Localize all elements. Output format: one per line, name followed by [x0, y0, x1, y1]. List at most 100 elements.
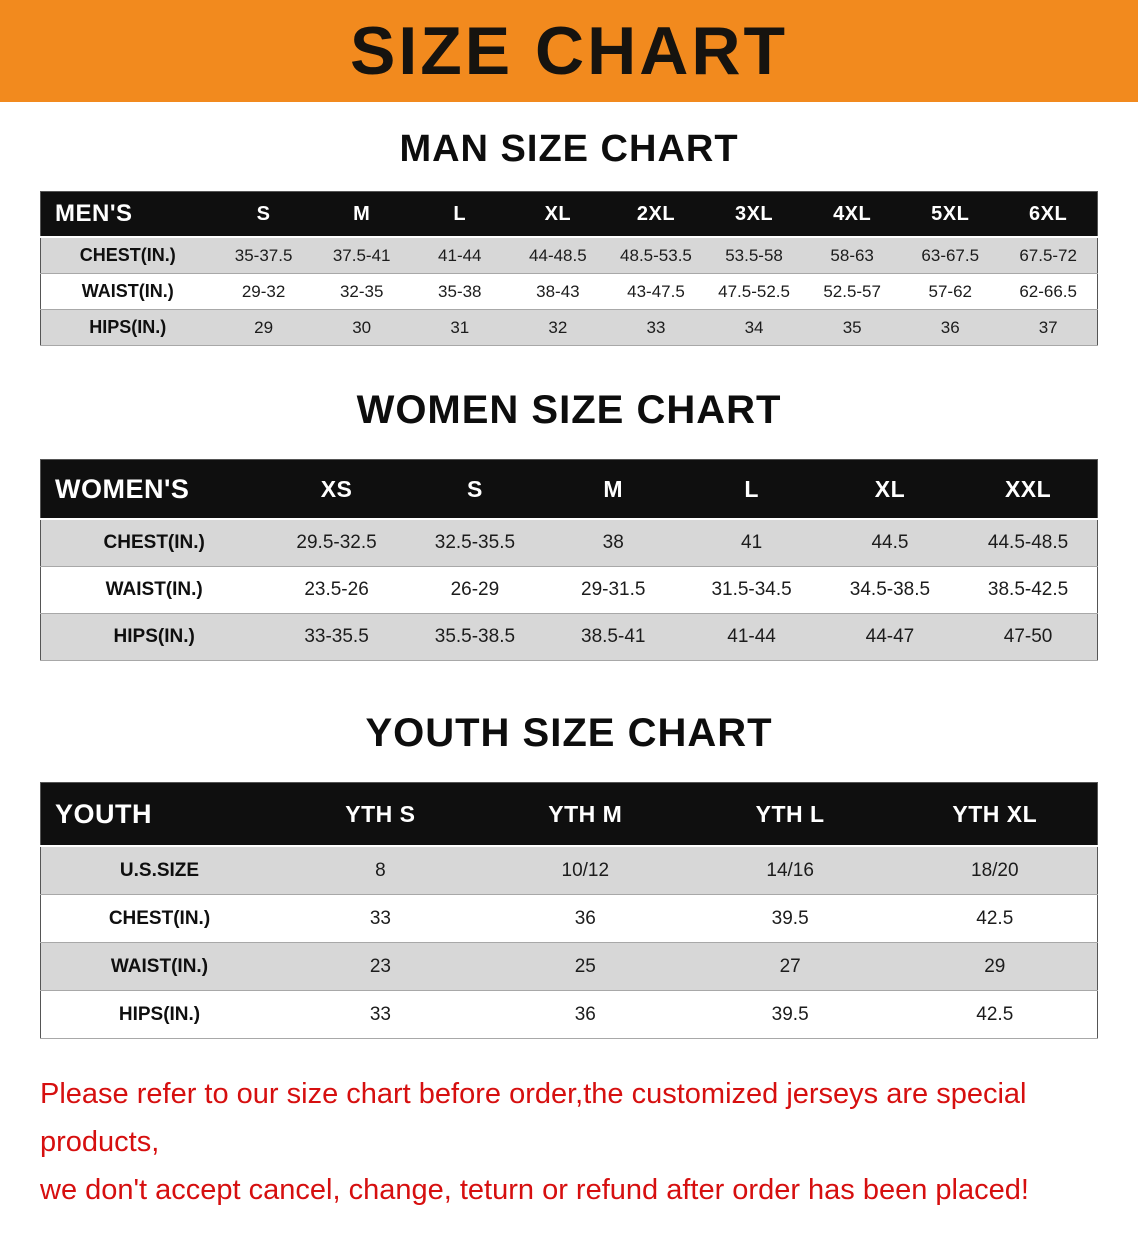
- row-label-cell: U.S.SIZE: [40, 846, 278, 895]
- value-cell: 29.5-32.5: [267, 519, 406, 567]
- value-cell: 57-62: [901, 273, 1000, 310]
- value-cell: 10/12: [482, 846, 688, 895]
- value-cell: 35.5-38.5: [405, 613, 545, 661]
- men-section: MAN SIZE CHART MEN'S S M L XL 2XL 3XL 4XL 5XL 6XL…: [0, 128, 1138, 346]
- table-title-cell: YOUTH: [40, 782, 278, 847]
- size-header-cell: 5XL: [901, 191, 1000, 238]
- table-row: WAIST(IN.) 23 25 27 29: [40, 942, 1098, 991]
- value-cell: 31.5-34.5: [682, 566, 821, 614]
- size-chart-banner: SIZE CHART: [0, 0, 1138, 102]
- value-cell: 36: [901, 309, 1000, 346]
- value-cell: 26-29: [405, 566, 545, 614]
- value-cell: 63-67.5: [901, 237, 1000, 274]
- value-cell: 58-63: [803, 237, 902, 274]
- size-header-cell: L: [410, 191, 509, 238]
- women-size-table: WOMEN'S XS S M L XL XXL CHEST(IN.) 29.5-32.5 32.5…: [40, 459, 1098, 661]
- value-cell: 23: [277, 942, 483, 991]
- header-row: YOUTH YTH S YTH M YTH L YTH XL: [40, 782, 1098, 847]
- row-label-cell: CHEST(IN.): [40, 519, 268, 567]
- disclaimer-text: Please refer to our size chart before or…: [0, 1071, 1138, 1239]
- men-section-heading: MAN SIZE CHART: [399, 128, 739, 170]
- table-title-cell: MEN'S: [40, 191, 215, 238]
- value-cell: 33: [606, 309, 706, 346]
- value-cell: 37.5-41: [312, 237, 411, 274]
- value-cell: 38.5-42.5: [959, 566, 1098, 614]
- table-row: CHEST(IN.) 35-37.5 37.5-41 41-44 44-48.5 48.5…: [40, 237, 1098, 274]
- men-size-table: MEN'S S M L XL 2XL 3XL 4XL 5XL 6XL CHEST(IN.) 35-37…: [40, 191, 1098, 346]
- youth-section: YOUTH SIZE CHART YOUTH YTH S YTH M YTH L YTH…: [0, 711, 1138, 1039]
- size-header-cell: XL: [820, 459, 960, 520]
- youth-section-heading: YOUTH SIZE CHART: [365, 711, 773, 755]
- size-header-cell: M: [312, 191, 411, 238]
- value-cell: 44.5: [820, 519, 960, 567]
- value-cell: 34: [705, 309, 804, 346]
- value-cell: 27: [687, 942, 893, 991]
- disclaimer-line-2: we don't accept cancel, change, teturn o…: [40, 1173, 1029, 1206]
- table-row: WAIST(IN.) 23.5-26 26-29 29-31.5 31.5-34.5 34…: [40, 566, 1098, 614]
- table-row: CHEST(IN.) 29.5-32.5 32.5-35.5 38 41 44.5 44.5…: [40, 519, 1098, 567]
- size-header-cell: 3XL: [705, 191, 804, 238]
- women-section: WOMEN SIZE CHART WOMEN'S XS S M L XL XXL CHEST(…: [0, 388, 1138, 661]
- size-header-cell: S: [214, 191, 313, 238]
- value-cell: 39.5: [687, 990, 893, 1039]
- table-row: WAIST(IN.) 29-32 32-35 35-38 38-43 43-47.5 47.…: [40, 273, 1098, 310]
- value-cell: 23.5-26: [267, 566, 406, 614]
- value-cell: 42.5: [892, 990, 1098, 1039]
- row-label-cell: WAIST(IN.): [40, 942, 278, 991]
- value-cell: 36: [482, 894, 688, 943]
- size-header-cell: 4XL: [803, 191, 902, 238]
- size-header-cell: 2XL: [606, 191, 706, 238]
- value-cell: 29-31.5: [544, 566, 683, 614]
- value-cell: 42.5: [892, 894, 1098, 943]
- youth-size-table: YOUTH YTH S YTH M YTH L YTH XL U.S.SIZE 8 10/12…: [40, 782, 1098, 1039]
- size-header-cell: YTH L: [687, 782, 893, 847]
- size-header-cell: XXL: [959, 459, 1098, 520]
- value-cell: 8: [277, 846, 483, 895]
- value-cell: 31: [410, 309, 509, 346]
- size-header-cell: XL: [508, 191, 607, 238]
- value-cell: 37: [999, 309, 1098, 346]
- value-cell: 38: [544, 519, 683, 567]
- value-cell: 33-35.5: [267, 613, 406, 661]
- value-cell: 35: [803, 309, 902, 346]
- value-cell: 36: [482, 990, 688, 1039]
- row-label-cell: WAIST(IN.): [40, 273, 215, 310]
- size-header-cell: 6XL: [999, 191, 1098, 238]
- value-cell: 44-47: [820, 613, 960, 661]
- value-cell: 41-44: [410, 237, 509, 274]
- row-label-cell: CHEST(IN.): [40, 237, 215, 274]
- row-label-cell: CHEST(IN.): [40, 894, 278, 943]
- size-header-cell: YTH XL: [892, 782, 1098, 847]
- value-cell: 38.5-41: [544, 613, 683, 661]
- header-row: WOMEN'S XS S M L XL XXL: [40, 459, 1098, 520]
- value-cell: 29: [214, 309, 313, 346]
- value-cell: 53.5-58: [705, 237, 804, 274]
- size-header-cell: YTH M: [482, 782, 688, 847]
- value-cell: 48.5-53.5: [606, 237, 706, 274]
- value-cell: 33: [277, 990, 483, 1039]
- size-header-cell: L: [682, 459, 821, 520]
- table-row: HIPS(IN.) 33-35.5 35.5-38.5 38.5-41 41-44 44-…: [40, 613, 1098, 661]
- table-row: HIPS(IN.) 33 36 39.5 42.5: [40, 990, 1098, 1039]
- value-cell: 44.5-48.5: [959, 519, 1098, 567]
- value-cell: 35-37.5: [214, 237, 313, 274]
- women-section-heading: WOMEN SIZE CHART: [356, 388, 782, 432]
- value-cell: 43-47.5: [606, 273, 706, 310]
- value-cell: 14/16: [687, 846, 893, 895]
- banner-title: SIZE CHART: [350, 13, 788, 89]
- row-label-cell: HIPS(IN.): [40, 990, 278, 1039]
- value-cell: 41: [682, 519, 821, 567]
- size-header-cell: YTH S: [277, 782, 483, 847]
- value-cell: 18/20: [892, 846, 1098, 895]
- value-cell: 33: [277, 894, 483, 943]
- table-row: HIPS(IN.) 29 30 31 32 33 34 35 36 37: [40, 309, 1098, 346]
- value-cell: 67.5-72: [999, 237, 1098, 274]
- size-header-cell: S: [405, 459, 545, 520]
- value-cell: 44-48.5: [508, 237, 607, 274]
- value-cell: 39.5: [687, 894, 893, 943]
- value-cell: 35-38: [410, 273, 509, 310]
- value-cell: 25: [482, 942, 688, 991]
- table-row: U.S.SIZE 8 10/12 14/16 18/20: [40, 846, 1098, 895]
- value-cell: 41-44: [682, 613, 821, 661]
- value-cell: 29-32: [214, 273, 313, 310]
